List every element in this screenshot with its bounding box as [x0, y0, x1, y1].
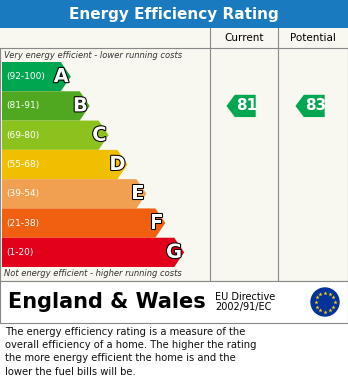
- Text: The energy efficiency rating is a measure of the
overall efficiency of a home. T: The energy efficiency rating is a measur…: [5, 327, 256, 377]
- Text: C: C: [92, 126, 106, 145]
- Text: B: B: [73, 97, 88, 115]
- Polygon shape: [2, 62, 71, 91]
- Polygon shape: [2, 150, 127, 179]
- Polygon shape: [2, 91, 90, 120]
- Text: (39-54): (39-54): [6, 189, 39, 198]
- Text: Energy Efficiency Rating: Energy Efficiency Rating: [69, 7, 279, 22]
- Polygon shape: [2, 208, 165, 238]
- Text: 2002/91/EC: 2002/91/EC: [215, 302, 271, 312]
- Bar: [0, 28, 348, 281]
- Bar: [0, 28, 348, 48]
- Text: 83: 83: [305, 99, 326, 113]
- Polygon shape: [295, 95, 325, 117]
- Polygon shape: [227, 95, 256, 117]
- Text: (81-91): (81-91): [6, 101, 39, 110]
- Bar: [0, 281, 348, 323]
- Text: (21-38): (21-38): [6, 219, 39, 228]
- Text: England & Wales: England & Wales: [8, 292, 206, 312]
- Text: EU Directive: EU Directive: [215, 292, 275, 302]
- Text: E: E: [131, 184, 144, 203]
- Text: (55-68): (55-68): [6, 160, 39, 169]
- Text: F: F: [150, 213, 163, 233]
- Polygon shape: [2, 238, 184, 267]
- Polygon shape: [2, 120, 109, 150]
- Bar: [0, 0, 348, 28]
- Text: (1-20): (1-20): [6, 248, 33, 257]
- Polygon shape: [2, 179, 147, 208]
- Text: D: D: [109, 155, 126, 174]
- Text: 81: 81: [236, 99, 257, 113]
- Text: Not energy efficient - higher running costs: Not energy efficient - higher running co…: [4, 269, 182, 278]
- Text: (69-80): (69-80): [6, 131, 39, 140]
- Text: A: A: [54, 67, 69, 86]
- Text: Potential: Potential: [290, 33, 336, 43]
- Text: Current: Current: [224, 33, 264, 43]
- Circle shape: [311, 288, 339, 316]
- Text: (92-100): (92-100): [6, 72, 45, 81]
- Text: G: G: [166, 243, 182, 262]
- Bar: [0, 323, 348, 391]
- Text: Very energy efficient - lower running costs: Very energy efficient - lower running co…: [4, 50, 182, 59]
